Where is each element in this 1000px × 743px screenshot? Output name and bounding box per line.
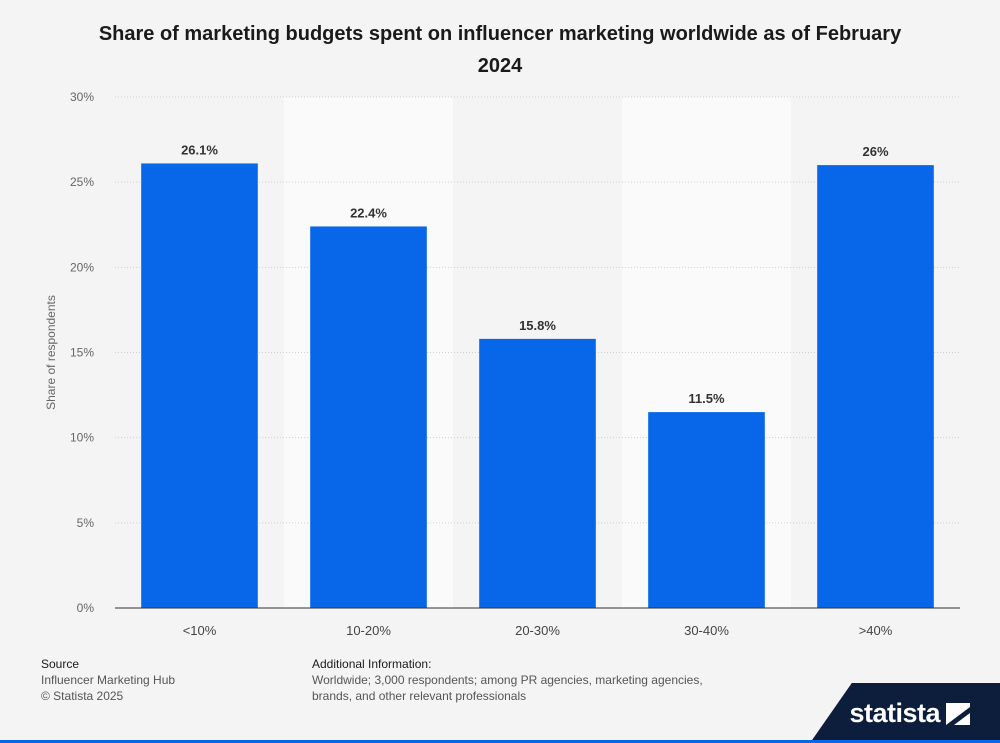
chart-title: Share of marketing budgets spent on infl…	[98, 23, 902, 77]
y-tick-label: 20%	[70, 260, 94, 274]
bars	[141, 163, 934, 608]
x-tick-label: 30-40%	[684, 623, 729, 638]
additional-info-heading: Additional Information:	[312, 657, 432, 671]
copyright-line: © Statista 2025	[41, 689, 124, 703]
x-tick-label: <10%	[183, 623, 217, 638]
y-tick-label: 15%	[70, 346, 94, 360]
data-labels: 26.1% 22.4% 15.8% 11.5% 26%	[181, 142, 889, 406]
bar	[310, 226, 427, 608]
x-axis-ticks: <10% 10-20% 20-30% 30-40% >40%	[183, 623, 893, 638]
bar	[817, 165, 934, 608]
bar-chart: 0% 5% 10% 15% 20% 25% 30% 26.1% 22.4% 15.8% 11.5%…	[44, 90, 960, 638]
data-label: 22.4%	[350, 205, 387, 220]
statista-logo-text: statista	[849, 698, 940, 728]
x-tick-label: 20-30%	[515, 623, 560, 638]
additional-info-text: Worldwide; 3,000 respondents; among PR a…	[312, 673, 703, 703]
y-tick-label: 0%	[77, 601, 95, 615]
bar	[648, 412, 765, 608]
source-line: Influencer Marketing Hub	[41, 673, 176, 687]
y-axis-ticks: 0% 5% 10% 15% 20% 25% 30%	[70, 90, 94, 615]
bar	[141, 163, 258, 608]
bar	[479, 338, 596, 608]
statista-logo-icon	[946, 703, 970, 725]
y-axis-label: Share of respondents	[44, 295, 58, 410]
additional-info-block: Additional Information: Worldwide; 3,000…	[312, 656, 732, 704]
data-label: 26.1%	[181, 142, 218, 157]
source-block: Source Influencer Marketing Hub © Statis…	[41, 656, 175, 704]
y-tick-label: 5%	[77, 516, 95, 530]
x-tick-label: >40%	[859, 623, 893, 638]
data-label: 11.5%	[688, 391, 725, 406]
y-tick-label: 25%	[70, 175, 94, 189]
data-label: 26%	[862, 144, 888, 159]
data-label: 15.8%	[519, 318, 556, 333]
y-tick-label: 30%	[70, 90, 94, 104]
bottom-accent-line	[0, 740, 1000, 743]
source-heading: Source	[41, 657, 80, 671]
y-tick-label: 10%	[70, 431, 94, 445]
x-tick-label: 10-20%	[346, 623, 391, 638]
